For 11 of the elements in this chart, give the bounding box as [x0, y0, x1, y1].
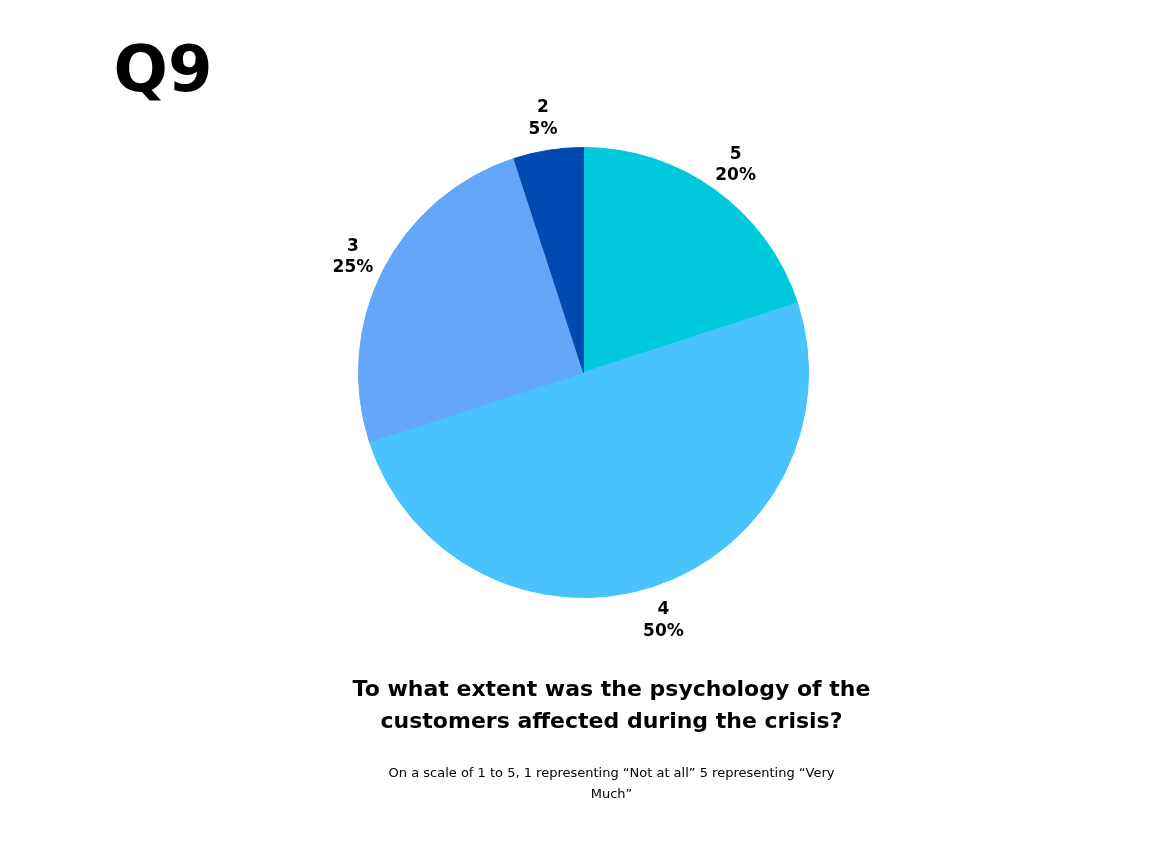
slice-label: 2: [537, 96, 549, 117]
slice-label: 3: [347, 234, 359, 255]
text: To what extent was the psychology of the customers affected during the crisis?: [352, 676, 871, 733]
chart-title: Q9: [113, 31, 213, 106]
slice-label: 4: [657, 598, 670, 619]
data-label: 5%: [528, 117, 558, 138]
data-label: 20%: [715, 164, 756, 185]
data-label: 50%: [643, 619, 684, 640]
data-label: 25%: [332, 256, 374, 277]
slice-label: 5: [729, 142, 742, 163]
text: On a scale of 1 to 5, 1 representing “Not at all” 5 representing “Very Much”: [388, 765, 835, 801]
